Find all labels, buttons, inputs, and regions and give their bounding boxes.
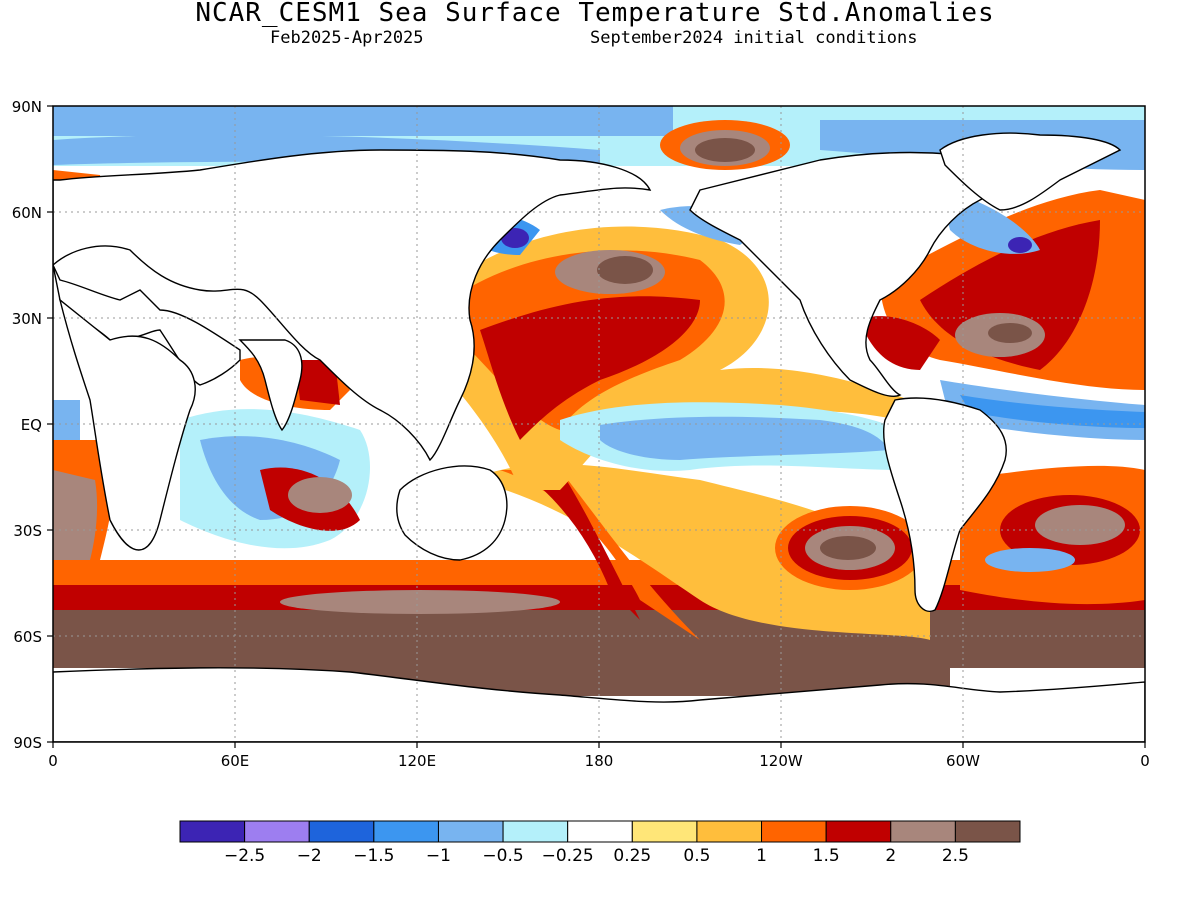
colorbar-label: 1.5: [813, 846, 840, 866]
lon-label: 180: [585, 752, 614, 770]
map-title: NCAR_CESM1 Sea Surface Temperature Std.A…: [195, 0, 995, 28]
forecast-period: Feb2025-Apr2025: [270, 28, 424, 48]
colorbar-label: 2: [885, 846, 896, 866]
lat-label: 60S: [13, 628, 42, 646]
lon-label: 120E: [398, 752, 436, 770]
colorbar-label: −2: [297, 846, 322, 866]
colorbar-label: −0.25: [542, 846, 594, 866]
colorbar: −2.5 −2 −1.5 −1 −0.5 −0.25 0.25 0.5 1 1.5 2 2.5: [179, 820, 1021, 866]
colorbar-swatch: [437, 820, 504, 843]
colorbar-swatch: [890, 820, 956, 843]
colorbar-label: −1.5: [353, 846, 394, 866]
graticule: [53, 106, 1145, 742]
colorbar-label: 0.25: [613, 846, 651, 866]
colorbar-swatch: [502, 820, 569, 843]
axis-ticks: [47, 105, 1146, 748]
lat-label: EQ: [21, 416, 42, 434]
colorbar-swatch: [244, 820, 310, 843]
longitude-labels: 0 60E 120E 180 120W 60W 0: [48, 752, 1150, 770]
lat-label: 30N: [12, 310, 42, 328]
lat-label: 90S: [13, 734, 42, 752]
colorbar-label: 2.5: [942, 846, 969, 866]
colorbar-swatch: [696, 820, 763, 843]
colorbar-label: 1: [756, 846, 767, 866]
colorbar-swatch: [373, 820, 439, 843]
colorbar-swatch: [567, 820, 633, 843]
lon-label: 0: [1140, 752, 1150, 770]
colorbar-swatch: [761, 820, 827, 843]
colorbar-swatch: [179, 820, 246, 843]
lat-label: 60N: [12, 204, 42, 222]
colorbar-swatch: [631, 820, 698, 843]
colorbar-swatch: [308, 820, 375, 843]
lon-label: 60E: [221, 752, 250, 770]
continent-outlines: [53, 132, 1145, 742]
lon-label: 60W: [946, 752, 980, 770]
lon-label: 120W: [759, 752, 803, 770]
lon-label: 0: [48, 752, 58, 770]
initial-conditions: September2024 initial conditions: [590, 28, 918, 48]
colorbar-swatch: [954, 820, 1021, 843]
lat-label: 90N: [12, 98, 42, 116]
colorbar-swatch: [825, 820, 892, 843]
colorbar-label: 0.5: [683, 846, 710, 866]
lat-label: 30S: [13, 522, 42, 540]
colorbar-label: −2.5: [224, 846, 265, 866]
latitude-labels: 90N 60N 30N EQ 30S 60S 90S: [12, 98, 42, 752]
colorbar-label: −1: [426, 846, 451, 866]
colorbar-label: −0.5: [482, 846, 523, 866]
